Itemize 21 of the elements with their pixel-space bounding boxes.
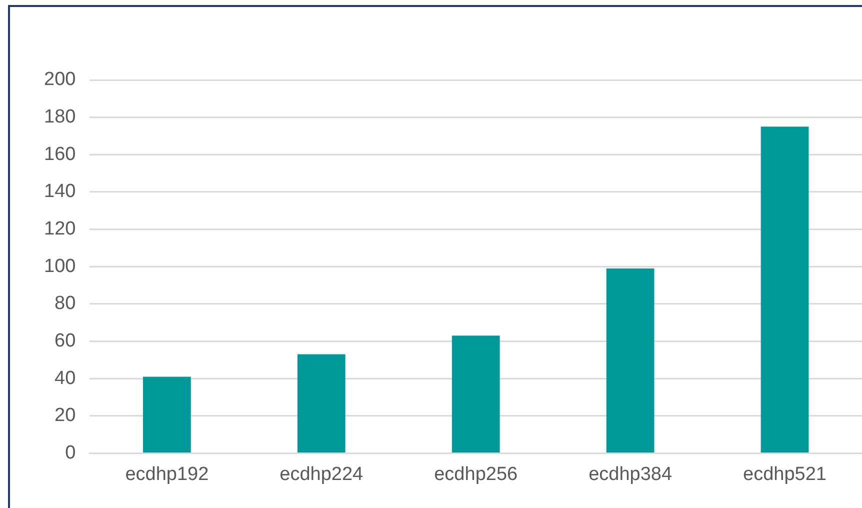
- x-tick-label: ecdhp384: [588, 464, 672, 485]
- y-tick-label: 0: [65, 442, 76, 464]
- y-tick-label: 200: [44, 69, 76, 90]
- y-tick-label: 80: [54, 293, 76, 314]
- bar: [760, 126, 809, 452]
- y-tick-label: 180: [44, 106, 76, 128]
- y-tick-label: 140: [44, 181, 76, 202]
- bar: [606, 268, 654, 452]
- y-tick-label: 40: [54, 368, 76, 389]
- y-tick-label: 60: [54, 330, 76, 352]
- bar: [297, 354, 346, 452]
- bar: [142, 376, 191, 452]
- x-tick-label: ecdhp521: [743, 464, 827, 485]
- x-tick-label: ecdhp192: [125, 464, 209, 485]
- y-tick-label: 100: [44, 256, 76, 277]
- x-tick-label: ecdhp256: [434, 464, 518, 485]
- y-tick-label: 120: [44, 218, 76, 240]
- y-tick-label: 160: [44, 144, 76, 165]
- x-tick-label: ecdhp224: [280, 464, 364, 485]
- y-tick-label: 20: [54, 405, 76, 426]
- bar: [452, 336, 500, 452]
